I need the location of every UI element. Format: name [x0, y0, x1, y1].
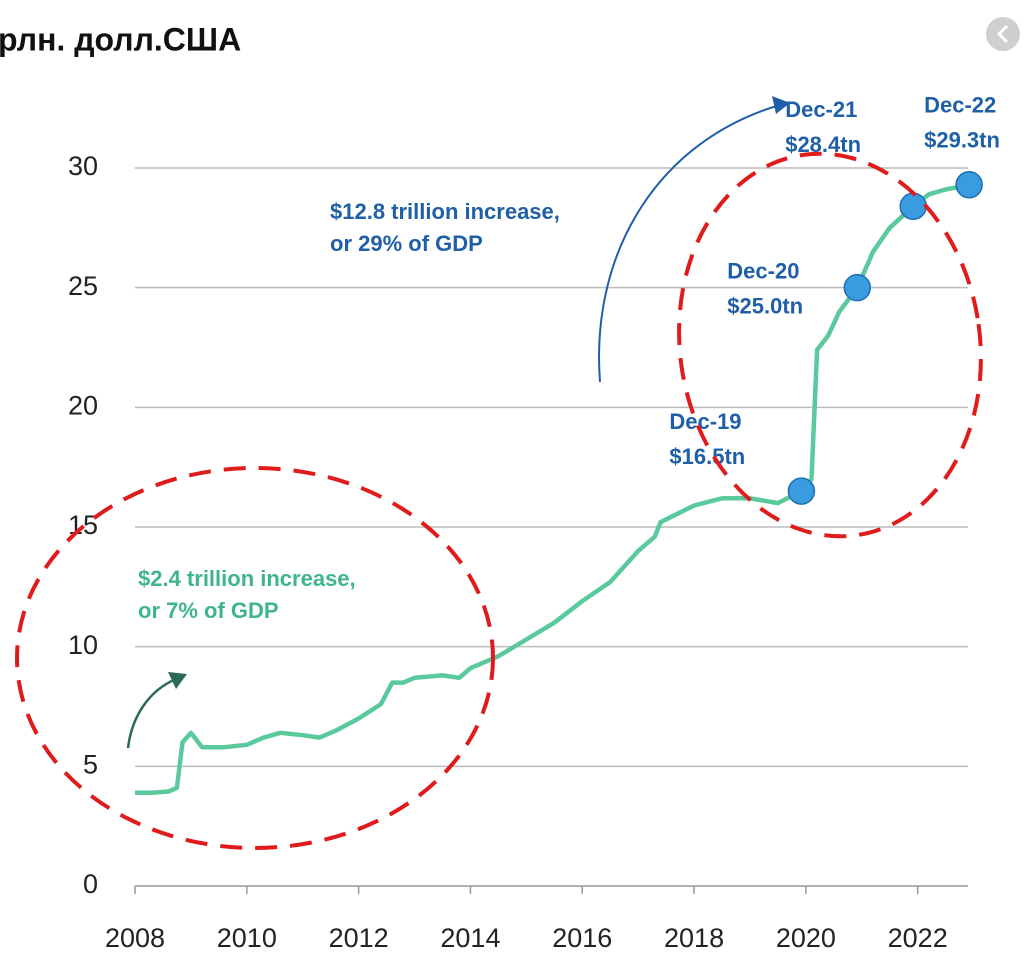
annotation: or 29% of GDP — [330, 231, 483, 256]
point-marker — [787, 477, 816, 505]
point-value: $25.0tn — [727, 293, 803, 318]
point-date: Dec-19 — [669, 409, 741, 434]
x-tick-label: 2016 — [552, 923, 612, 953]
line — [135, 182, 970, 795]
point-value: $29.3tn — [924, 128, 1000, 153]
y-tick-label: 30 — [68, 151, 98, 181]
y-tick-label: 20 — [68, 390, 98, 420]
x-tick-label: 2020 — [776, 923, 836, 953]
annotation: or 7% of GDP — [138, 598, 279, 623]
highlight-ellipse — [677, 151, 983, 539]
arrow — [126, 677, 177, 749]
arrow — [598, 104, 781, 383]
y-tick-label: 25 — [68, 271, 98, 301]
highlight-ellipse — [15, 466, 495, 850]
point-date: Dec-22 — [924, 93, 996, 118]
point-marker — [899, 192, 927, 221]
y-tick-label: 0 — [83, 869, 98, 899]
x-tick-label: 2014 — [440, 923, 500, 953]
x-tick-label: 2022 — [888, 923, 948, 953]
x-tick-label: 2008 — [105, 923, 165, 953]
arrow-head — [168, 672, 187, 689]
annotation: $12.8 trillion increase, — [330, 199, 560, 224]
back-chevron[interactable] — [996, 24, 1009, 44]
x-tick-label: 2018 — [664, 923, 724, 953]
point-date: Dec-21 — [785, 97, 857, 122]
point-value: $16.5tn — [669, 444, 745, 469]
point-marker — [843, 273, 872, 302]
x-tick-label: 2012 — [329, 923, 389, 953]
arrow-head — [772, 96, 790, 114]
y-tick-label: 5 — [83, 749, 98, 779]
point-marker — [955, 171, 983, 199]
back-circle[interactable] — [986, 17, 1020, 51]
annotation: $2.4 trillion increase, — [138, 566, 356, 591]
point-value: $28.4tn — [785, 132, 861, 157]
x-tick-label: 2010 — [217, 923, 277, 953]
back-button[interactable] — [986, 17, 1020, 51]
decorations — [15, 96, 983, 850]
chart-title: рлн. долл.США — [0, 21, 241, 57]
y-tick-label: 10 — [68, 630, 98, 660]
point-date: Dec-20 — [727, 258, 799, 283]
